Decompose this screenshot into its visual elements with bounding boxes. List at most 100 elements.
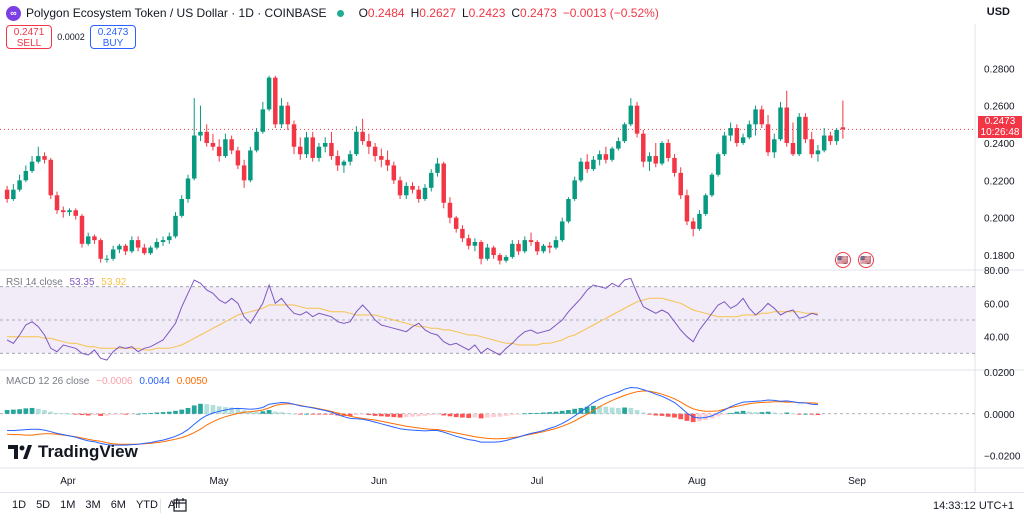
- candle-body: [466, 238, 471, 246]
- candle-body: [772, 139, 777, 153]
- candle-body: [522, 240, 528, 252]
- grid-layer: [0, 24, 1024, 492]
- macd-hist-bar: [204, 404, 210, 414]
- candle-body: [29, 161, 35, 172]
- candle-body: [566, 199, 571, 222]
- macd-hist-bar: [366, 413, 372, 416]
- close-label: C: [511, 6, 521, 20]
- last-price: 0.2473: [984, 116, 1016, 127]
- macd-hist-bar: [559, 410, 565, 414]
- candle-body: [42, 156, 47, 160]
- macd-hist-bar: [117, 413, 122, 415]
- macd-hist-bar: [129, 413, 135, 415]
- macd-hist-bar: [609, 407, 615, 414]
- open-label: O: [358, 6, 368, 20]
- candle-body: [322, 142, 328, 147]
- candle-body: [609, 148, 615, 160]
- sell-button[interactable]: 0.2471 SELL: [6, 25, 52, 49]
- macd-hist-bar: [584, 406, 590, 414]
- candle-body: [497, 255, 503, 261]
- us-flag-icon[interactable]: 🇺🇸: [858, 252, 874, 268]
- macd-hist-bar: [210, 405, 216, 414]
- candle-body: [834, 129, 839, 142]
- candle-body: [179, 199, 185, 216]
- candle-body: [622, 124, 627, 142]
- macd-hist-bar: [4, 410, 10, 414]
- candle-body: [553, 240, 559, 248]
- us-flag-icon[interactable]: 🇺🇸: [835, 252, 851, 268]
- macd-hist-bar: [148, 412, 153, 414]
- polygon-logo-icon: ∞: [6, 5, 21, 21]
- tradingview-logo-icon: [8, 445, 32, 459]
- macd-hist-bar: [10, 409, 16, 414]
- candle-body: [753, 109, 758, 125]
- macd-hist-bar: [672, 413, 677, 418]
- rsi-tick-label: 60.00: [984, 299, 1009, 310]
- time-tick-label: Jul: [531, 476, 544, 487]
- candle-body: [616, 141, 621, 149]
- macd-hist-bar: [703, 413, 709, 421]
- range-6m[interactable]: 6M: [110, 499, 126, 511]
- macd-hist-bar: [541, 412, 546, 414]
- buy-price: 0.2473: [97, 27, 129, 38]
- macd-legend[interactable]: MACD 12 26 close −0.0006 0.0044 0.0050: [6, 376, 211, 387]
- candle-body: [204, 131, 209, 143]
- range-1m[interactable]: 1M: [60, 499, 76, 511]
- price-tick-label: 0.1800: [984, 251, 1015, 262]
- toolbar-divider: [160, 499, 161, 513]
- buy-button[interactable]: 0.2473 BUY: [90, 25, 136, 49]
- candle-body: [36, 156, 41, 162]
- macd-hist-bar: [42, 410, 47, 414]
- candle-body: [285, 105, 291, 125]
- macd-hist-bar: [141, 413, 147, 415]
- sell-price: 0.2471: [13, 27, 45, 38]
- macd-hist-bar: [260, 411, 266, 414]
- macd-hist-bar: [516, 413, 521, 415]
- macd-hist-bar: [509, 413, 515, 416]
- macd-hist-bar: [491, 413, 496, 418]
- candle-body: [372, 146, 378, 157]
- low-value: 0.2423: [468, 6, 506, 20]
- tradingview-logo[interactable]: TradingView: [8, 442, 138, 462]
- macd-hist-bar: [522, 413, 528, 415]
- candle-body: [815, 150, 821, 155]
- symbol-title[interactable]: Polygon Ecosystem Token / US Dollar · 1D…: [26, 6, 327, 20]
- candle-body: [516, 243, 521, 252]
- candle-body: [759, 109, 765, 125]
- candle-body: [123, 245, 128, 252]
- candle-body: [503, 256, 509, 261]
- candle-body: [248, 150, 253, 181]
- range-5d[interactable]: 5D: [36, 499, 51, 511]
- candle-body: [572, 180, 577, 200]
- macd-tick-label: −0.0200: [984, 451, 1021, 462]
- candle-body: [715, 154, 721, 175]
- macd-hist-bar: [728, 412, 733, 414]
- candle-body: [722, 135, 727, 155]
- macd-hist-bar: [391, 413, 397, 418]
- macd-hist-bar: [603, 406, 609, 414]
- high-label: H: [410, 6, 420, 20]
- range-ytd[interactable]: YTD: [135, 499, 158, 511]
- candle-body: [160, 240, 166, 242]
- macd-hist-bar: [722, 413, 727, 415]
- date-range-calendar-icon[interactable]: [172, 497, 188, 513]
- candle-body: [85, 236, 91, 244]
- macd-hist-bar: [266, 410, 272, 414]
- candle-body: [61, 210, 66, 213]
- range-1d[interactable]: 1D: [12, 499, 27, 511]
- range-3m[interactable]: 3M: [85, 499, 101, 511]
- macd-hist-bar: [235, 408, 241, 414]
- macd-hist-bar: [92, 413, 97, 416]
- candle-body: [559, 221, 565, 241]
- macd-hist-bar: [54, 412, 60, 414]
- macd-hist-bar: [304, 413, 309, 415]
- bar-countdown: 10:26:48: [980, 127, 1020, 138]
- rsi-legend[interactable]: RSI 14 close 53.35 53.92: [6, 277, 130, 288]
- macd-hist-bar: [60, 413, 66, 415]
- currency-selector[interactable]: USD: [986, 6, 1010, 18]
- utc-clock[interactable]: 14:33:12 UTC+1: [932, 500, 1014, 512]
- macd-hist-bar: [534, 412, 540, 414]
- macd-hist-bar: [403, 413, 409, 418]
- candle-body: [478, 241, 484, 259]
